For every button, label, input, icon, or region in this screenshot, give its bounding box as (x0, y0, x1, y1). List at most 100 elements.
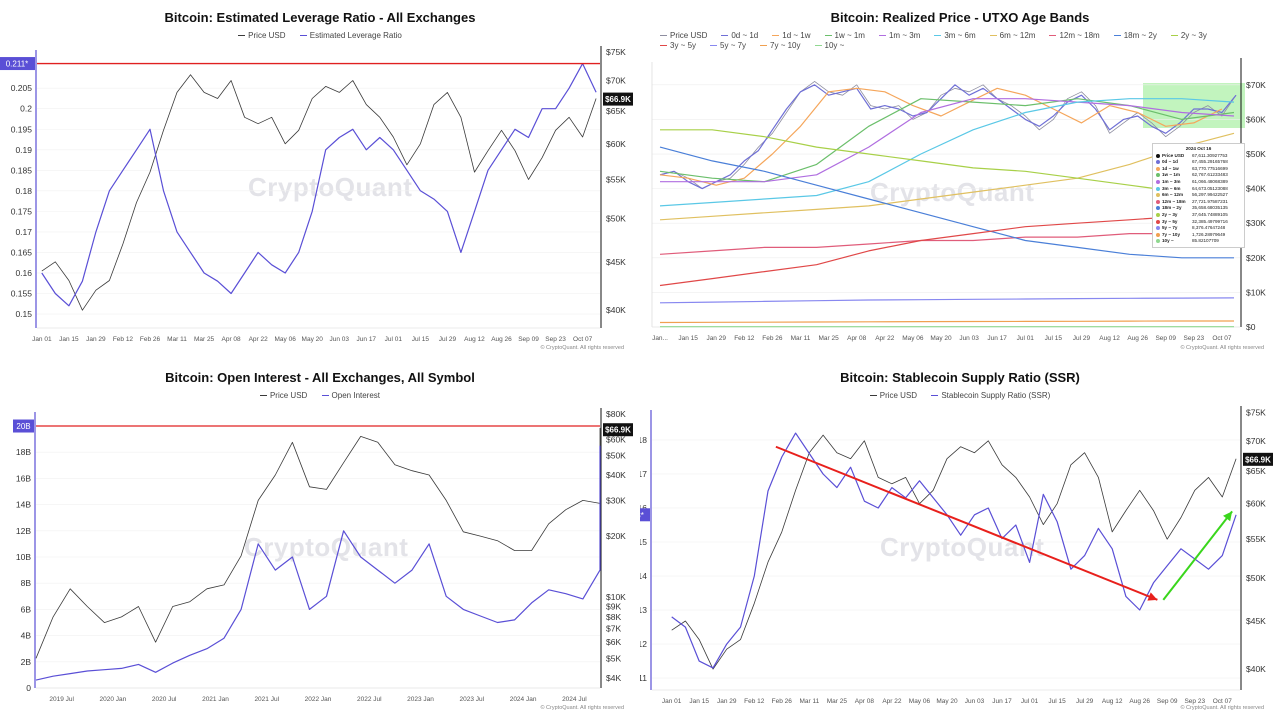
chart-legend: Price USD 0d ~ 1d 1d ~ 1w 1w ~ 1m 1m ~ 3m 3m … (660, 31, 1260, 51)
right-axis-tick-label: $70K (606, 75, 626, 85)
legend-item[interactable]: Price USD (660, 31, 707, 41)
left-axis-tick-label: 0.155 (11, 289, 33, 299)
copyright: © CryptoQuant. All rights reserved (540, 345, 624, 351)
legend-item[interactable]: 3y ~ 5y (660, 41, 696, 51)
left-axis-tick-label: 0.15 (15, 309, 32, 319)
right-axis-tick-label: $6K (606, 637, 621, 647)
tooltip-row: Price USD 67,611.30927753 (1156, 153, 1241, 160)
chart-legend: Price USD Estimated Leverage Ratio (0, 31, 640, 40)
trend-arrow-line (775, 445, 1158, 601)
legend-item[interactable]: 5y ~ 7y (710, 41, 746, 51)
x-axis-tick-label: Feb 12 (734, 335, 755, 342)
current-price-badge-label: $66.9K (1245, 455, 1271, 464)
tooltip-series-name: 10y ~ (1162, 238, 1174, 244)
x-axis-tick-label: Jul 15 (1045, 335, 1063, 342)
legend-item[interactable]: 2y ~ 3y (1170, 31, 1207, 41)
x-axis-tick-label: 2023 Jul (460, 696, 485, 703)
left-value-badge-label: 20B (16, 422, 30, 431)
realized-price-chart-panel: Bitcoin: Realized Price - UTXO Age Bands… (640, 0, 1280, 360)
left-axis-tick-label: 13 (640, 605, 647, 615)
x-axis-tick-label: May 20 (302, 336, 324, 343)
tooltip-row: 10y ~ 85.82107709 (1156, 238, 1241, 245)
legend-item[interactable]: 1w ~ 1m (824, 31, 865, 41)
x-axis-tick-label: Sep 23 (545, 336, 566, 343)
legend-label: Stablecoin Supply Ratio (SSR) (941, 391, 1051, 400)
tooltip-row: 7y ~ 10y 1,726.28979649 (1156, 232, 1241, 239)
legend-item[interactable]: 1d ~ 1w (772, 31, 811, 41)
series-line-6m-12m (659, 132, 1235, 221)
series-line-0d-1d (659, 84, 1237, 190)
left-axis-tick-label: 17 (640, 469, 647, 479)
legend-item[interactable]: 7y ~ 10y (760, 41, 801, 51)
right-axis-tick-label: $5K (606, 653, 621, 663)
series-dot-icon (1156, 212, 1160, 217)
legend-item[interactable]: 6m ~ 12m (989, 31, 1035, 41)
legend-item[interactable]: 12m ~ 18m (1049, 31, 1100, 41)
chart-legend: Price USD Open Interest (0, 391, 640, 400)
legend-item-ssr[interactable]: Stablecoin Supply Ratio (SSR) (931, 391, 1050, 400)
series-dot-icon (1156, 160, 1160, 165)
x-axis-tick-label: Apr 08 (847, 335, 867, 342)
x-axis-tick-label: 2023 Jan (407, 696, 434, 703)
open-interest-chart-panel: Bitcoin: Open Interest - All Exchanges, … (0, 360, 640, 720)
chart-title: Bitcoin: Estimated Leverage Ratio - All … (164, 10, 476, 25)
series-line-price-usd (35, 427, 601, 659)
tooltip-series-name: 5y ~ 7y (1162, 225, 1178, 231)
tooltip-series-value: 67,455.29165768 (1192, 159, 1228, 165)
x-axis-tick-label: Mar 25 (827, 698, 848, 705)
series-dot-icon (1156, 232, 1160, 237)
legend-item[interactable]: 10y ~ (814, 41, 844, 51)
x-axis-tick-label: Jul 29 (439, 336, 457, 343)
x-axis-tick-label: Jan 29 (706, 335, 726, 342)
x-axis-tick-label: Jul 01 (1021, 698, 1039, 705)
legend-item[interactable]: 18m ~ 2y (1113, 31, 1157, 41)
tooltip-series-name: 3m ~ 6m (1162, 185, 1181, 191)
legend-label: 12m ~ 18m (1059, 31, 1100, 40)
copyright: © CryptoQuant. All rights reserved (540, 705, 624, 711)
x-axis-tick-label: Jan... (652, 335, 668, 342)
series-line-12m-18m (659, 229, 1235, 255)
x-axis-tick-label: Jul 15 (412, 336, 430, 343)
legend-item[interactable]: 0d ~ 1d (721, 31, 758, 41)
left-axis-tick-label: 0.165 (11, 247, 33, 257)
x-axis-tick-label: 2022 Jul (357, 696, 382, 703)
left-axis-tick-label: 0.2 (20, 104, 32, 114)
tooltip-series-name: 18m ~ 2y (1162, 205, 1182, 211)
legend-item-leverage[interactable]: Estimated Leverage Ratio (299, 31, 402, 40)
x-axis-tick-label: 2020 Jan (100, 696, 127, 703)
series-dot-icon (1156, 193, 1160, 198)
left-value-badge (0, 57, 35, 71)
series-line-price-usd (659, 81, 1237, 190)
legend-item-price[interactable]: Price USD (238, 31, 286, 40)
series-dot-icon (1156, 239, 1160, 244)
right-axis-tick-label: $50K (1246, 573, 1266, 583)
legend-item-price[interactable]: Price USD (259, 391, 307, 400)
left-axis-tick-label: 0.175 (11, 206, 33, 216)
current-price-badge (603, 423, 633, 437)
x-axis-tick-label: Oct 07 (1212, 335, 1232, 342)
x-axis-tick-label: Mar 25 (818, 335, 839, 342)
tooltip-row: 1m ~ 3m 61,066.48068389 (1156, 179, 1241, 186)
series-line-price-usd (41, 74, 597, 311)
x-axis-tick-label: Jun 17 (992, 698, 1012, 705)
tooltip-row: 1w ~ 1m 62,767.61233483 (1156, 172, 1241, 179)
legend-item[interactable]: 1m ~ 3m (878, 31, 920, 41)
legend-item-open-interest[interactable]: Open Interest (321, 391, 380, 400)
series-dot-icon (1156, 186, 1160, 191)
tooltip-series-value: 85.82107709 (1192, 238, 1219, 244)
tooltip-series-value: 56,297.99422527 (1192, 192, 1228, 198)
tooltip-series-value: 61,066.48068389 (1192, 178, 1228, 184)
x-axis-tick-label: Apr 08 (222, 336, 242, 343)
x-axis-tick-label: Mar 11 (799, 698, 819, 705)
x-axis-tick-label: Jun 03 (965, 698, 985, 705)
tooltip-row: 3m ~ 6m 64,673.05123088 (1156, 186, 1241, 193)
series-line-3y-5y (659, 215, 1234, 287)
tooltip-series-value: 67,611.30927753 (1192, 152, 1228, 158)
x-axis-tick-label: Aug 26 (491, 336, 512, 343)
left-axis-tick-label: 0 (26, 683, 31, 693)
legend-item[interactable]: 3m ~ 6m (934, 31, 976, 41)
series-dot-icon (1156, 173, 1160, 178)
legend-item-price[interactable]: Price USD (869, 391, 917, 400)
series-dot-icon (1156, 206, 1160, 211)
legend-label: 1d ~ 1w (782, 31, 811, 40)
